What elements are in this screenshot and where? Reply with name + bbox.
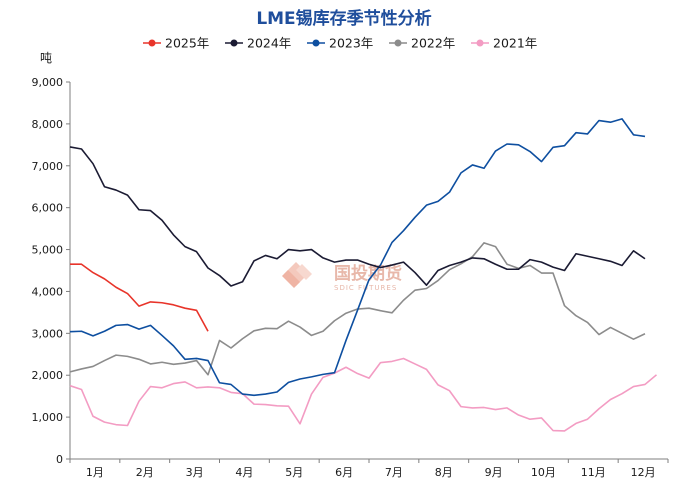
legend-swatch-marker	[312, 39, 320, 47]
x-tick-label: 3月	[186, 466, 204, 479]
legend-label: 2023年	[329, 36, 373, 51]
y-tick-label: 2,000	[32, 369, 64, 382]
legend: 2025年 2024年 2023年 2022年 2021年	[143, 36, 537, 51]
x-tick-label: 10月	[531, 466, 556, 479]
series-line-2025年	[70, 263, 209, 332]
x-tick-label: 12月	[631, 466, 656, 479]
legend-item: 2024年	[225, 36, 291, 51]
y-tick-label: 7,000	[32, 160, 64, 173]
y-tick-label: 4,000	[32, 285, 64, 298]
legend-item: 2025年	[143, 36, 209, 51]
x-tick-label: 1月	[86, 466, 104, 479]
plot-area	[69, 118, 658, 432]
x-tick-label: 4月	[235, 466, 253, 479]
y-tick-label: 3,000	[32, 327, 64, 340]
x-tick-label: 8月	[435, 466, 453, 479]
x-tick-label: 11月	[581, 466, 606, 479]
legend-label: 2024年	[247, 36, 291, 51]
watermark-mark-icon	[282, 262, 312, 288]
x-tick-label: 7月	[385, 466, 403, 479]
legend-label: 2022年	[411, 36, 455, 51]
legend-swatch-marker	[230, 39, 238, 47]
y-tick-label: 6,000	[32, 202, 64, 215]
chart-title: LME锡库存季节性分析	[256, 8, 431, 29]
series-line-2021年	[69, 357, 658, 432]
legend-label: 2025年	[165, 36, 209, 51]
legend-swatch-marker	[394, 39, 402, 47]
x-tick-label: 5月	[285, 466, 303, 479]
legend-swatch-marker	[476, 39, 484, 47]
legend-label: 2021年	[493, 36, 537, 51]
legend-item: 2023年	[307, 36, 373, 51]
x-tick-label: 9月	[485, 466, 503, 479]
y-axis-unit-label: 吨	[40, 51, 52, 65]
legend-item: 2021年	[471, 36, 537, 51]
y-tick-label: 8,000	[32, 118, 64, 131]
axes: 0 1,000 2,000 3,000 4,000 5,000 6,000 7,000 8,00…	[32, 76, 669, 479]
y-tick-label: 5,000	[32, 244, 64, 257]
series-line-2023年	[69, 118, 646, 397]
y-tick-label: 0	[56, 453, 63, 466]
legend-item: 2022年	[389, 36, 455, 51]
watermark-brand-cn: 国投期货	[334, 263, 402, 284]
x-tick-label: 2月	[136, 466, 154, 479]
series-line-2024年	[69, 146, 646, 287]
y-tick-label: 1,000	[32, 411, 64, 424]
x-tick-label: 6月	[335, 466, 353, 479]
legend-swatch-marker	[148, 39, 156, 47]
y-tick-label: 9,000	[32, 76, 64, 89]
